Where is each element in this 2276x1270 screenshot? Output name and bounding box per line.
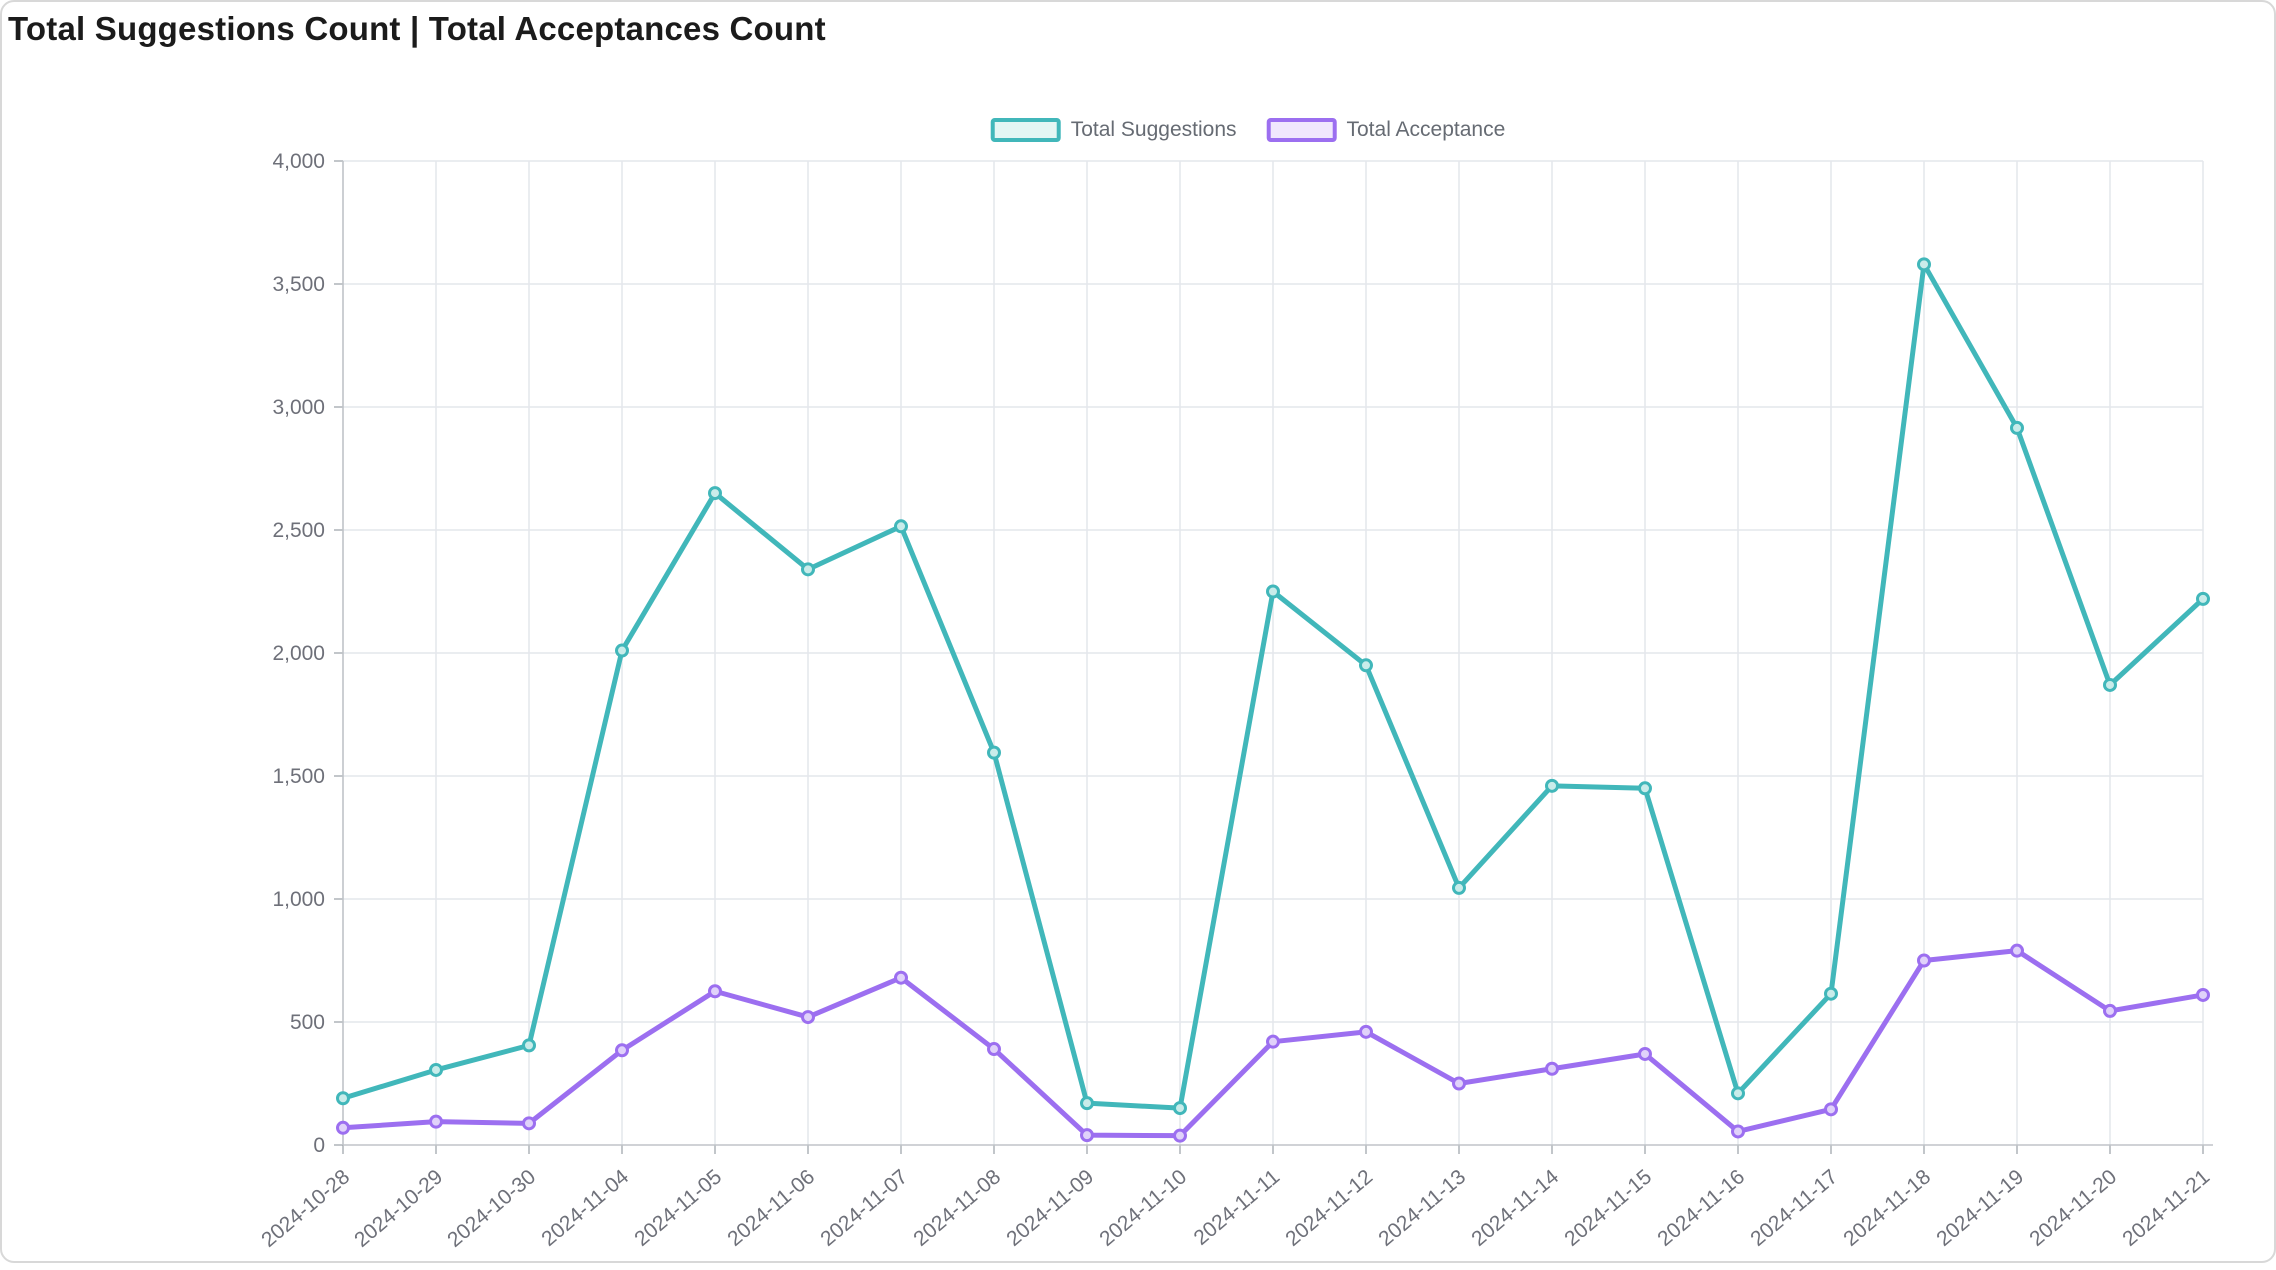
data-point-total-acceptance-2024-11-08	[987, 1042, 1001, 1057]
data-point-total-suggestions-2024-11-12	[1359, 658, 1373, 673]
data-point-total-acceptance-2024-11-11	[1266, 1034, 1280, 1049]
data-point-total-suggestions-2024-11-15	[1638, 781, 1652, 796]
data-point-total-acceptance-2024-11-14	[1545, 1061, 1559, 1076]
y-axis-label: 1,000	[272, 888, 325, 911]
x-axis-label: 2024-11-17	[1746, 1165, 1842, 1251]
data-point-total-acceptance-2024-11-19	[2010, 943, 2024, 958]
x-axis-label: 2024-11-09	[1002, 1165, 1098, 1251]
chart-legend: Total Suggestions Total Acceptance	[990, 118, 1506, 142]
y-axis-label: 3,000	[272, 396, 325, 419]
x-axis-label: 2024-11-08	[909, 1165, 1005, 1251]
x-axis-label: 2024-11-06	[723, 1165, 819, 1251]
x-axis-label: 2024-11-20	[2025, 1165, 2121, 1251]
legend-swatch-icon	[990, 118, 1061, 142]
data-point-total-suggestions-2024-11-06	[801, 562, 815, 577]
data-point-total-suggestions-2024-11-20	[2103, 677, 2117, 692]
data-point-total-suggestions-2024-11-05	[708, 486, 722, 501]
x-axis-label: 2024-11-19	[1932, 1165, 2028, 1251]
data-point-total-suggestions-2024-11-19	[2010, 420, 2024, 435]
x-axis-label: 2024-10-30	[443, 1165, 540, 1252]
data-point-total-acceptance-2024-11-09	[1080, 1128, 1094, 1143]
x-axis-label: 2024-11-16	[1653, 1165, 1749, 1251]
data-point-total-suggestions-2024-11-13	[1452, 880, 1466, 895]
y-axis-label: 500	[290, 1011, 325, 1034]
data-point-total-acceptance-2024-10-30	[522, 1116, 536, 1131]
y-axis-label: 3,500	[272, 273, 325, 296]
data-point-total-acceptance-2024-11-15	[1638, 1046, 1652, 1061]
x-axis-label: 2024-11-10	[1095, 1165, 1191, 1251]
data-point-total-acceptance-2024-11-20	[2103, 1003, 2117, 1018]
y-axis-label: 4,000	[272, 150, 325, 173]
data-point-total-acceptance-2024-11-21	[2196, 987, 2210, 1002]
data-point-total-acceptance-2024-11-07	[894, 970, 908, 985]
x-axis-label: 2024-11-11	[1190, 1165, 1285, 1250]
data-point-total-acceptance-2024-11-12	[1359, 1024, 1373, 1039]
data-point-total-acceptance-2024-11-05	[708, 984, 722, 999]
legend-swatch-icon	[1266, 118, 1337, 142]
data-point-total-suggestions-2024-10-30	[522, 1038, 536, 1053]
data-point-total-acceptance-2024-11-04	[615, 1043, 629, 1058]
data-point-total-acceptance-2024-11-10	[1173, 1128, 1187, 1143]
x-axis-label: 2024-11-12	[1281, 1165, 1377, 1251]
data-point-total-acceptance-2024-11-17	[1824, 1102, 1838, 1117]
data-point-total-suggestions-2024-11-09	[1080, 1096, 1094, 1111]
data-point-total-suggestions-2024-11-07	[894, 519, 908, 534]
data-point-total-suggestions-2024-11-17	[1824, 986, 1838, 1001]
x-axis-label: 2024-10-28	[257, 1165, 354, 1252]
x-axis-label: 2024-11-15	[1560, 1165, 1656, 1251]
data-point-total-suggestions-2024-11-04	[615, 643, 629, 658]
data-point-total-suggestions-2024-11-16	[1731, 1086, 1745, 1101]
data-point-total-suggestions-2024-11-11	[1266, 584, 1280, 599]
data-point-total-acceptance-2024-10-28	[336, 1120, 350, 1135]
x-axis-label: 2024-11-04	[537, 1165, 633, 1251]
legend-item-total-acceptance[interactable]: Total Acceptance	[1266, 118, 1506, 142]
data-point-total-acceptance-2024-11-18	[1917, 953, 1931, 968]
x-axis-label: 2024-11-14	[1467, 1165, 1563, 1251]
x-axis-label: 2024-10-29	[350, 1165, 447, 1252]
data-point-total-suggestions-2024-10-29	[429, 1062, 443, 1077]
x-axis-label: 2024-11-13	[1374, 1165, 1470, 1251]
data-point-total-acceptance-2024-11-06	[801, 1010, 815, 1025]
data-point-total-suggestions-2024-11-14	[1545, 778, 1559, 793]
data-point-total-acceptance-2024-11-16	[1731, 1124, 1745, 1139]
data-point-total-suggestions-2024-11-21	[2196, 591, 2210, 606]
x-axis-label: 2024-11-21	[2118, 1165, 2214, 1251]
y-axis-label: 2,000	[272, 642, 325, 665]
legend-label: Total Acceptance	[1346, 118, 1506, 141]
x-axis-label: 2024-11-18	[1839, 1165, 1935, 1251]
data-point-total-suggestions-2024-11-08	[987, 745, 1001, 760]
data-point-total-acceptance-2024-10-29	[429, 1114, 443, 1129]
y-axis-label: 1,500	[272, 765, 325, 788]
data-point-total-suggestions-2024-11-18	[1917, 257, 1931, 272]
data-point-total-acceptance-2024-11-13	[1452, 1076, 1466, 1091]
legend-item-total-suggestions[interactable]: Total Suggestions	[990, 118, 1237, 142]
data-point-total-suggestions-2024-11-10	[1173, 1101, 1187, 1116]
y-axis-label: 2,500	[272, 519, 325, 542]
x-axis-label: 2024-11-05	[630, 1165, 726, 1251]
x-axis-label: 2024-11-07	[816, 1165, 912, 1251]
data-point-total-suggestions-2024-10-28	[336, 1091, 350, 1106]
y-axis-label: 0	[313, 1134, 325, 1157]
legend-label: Total Suggestions	[1070, 118, 1237, 141]
page-title: Total Suggestions Count | Total Acceptan…	[8, 10, 826, 47]
